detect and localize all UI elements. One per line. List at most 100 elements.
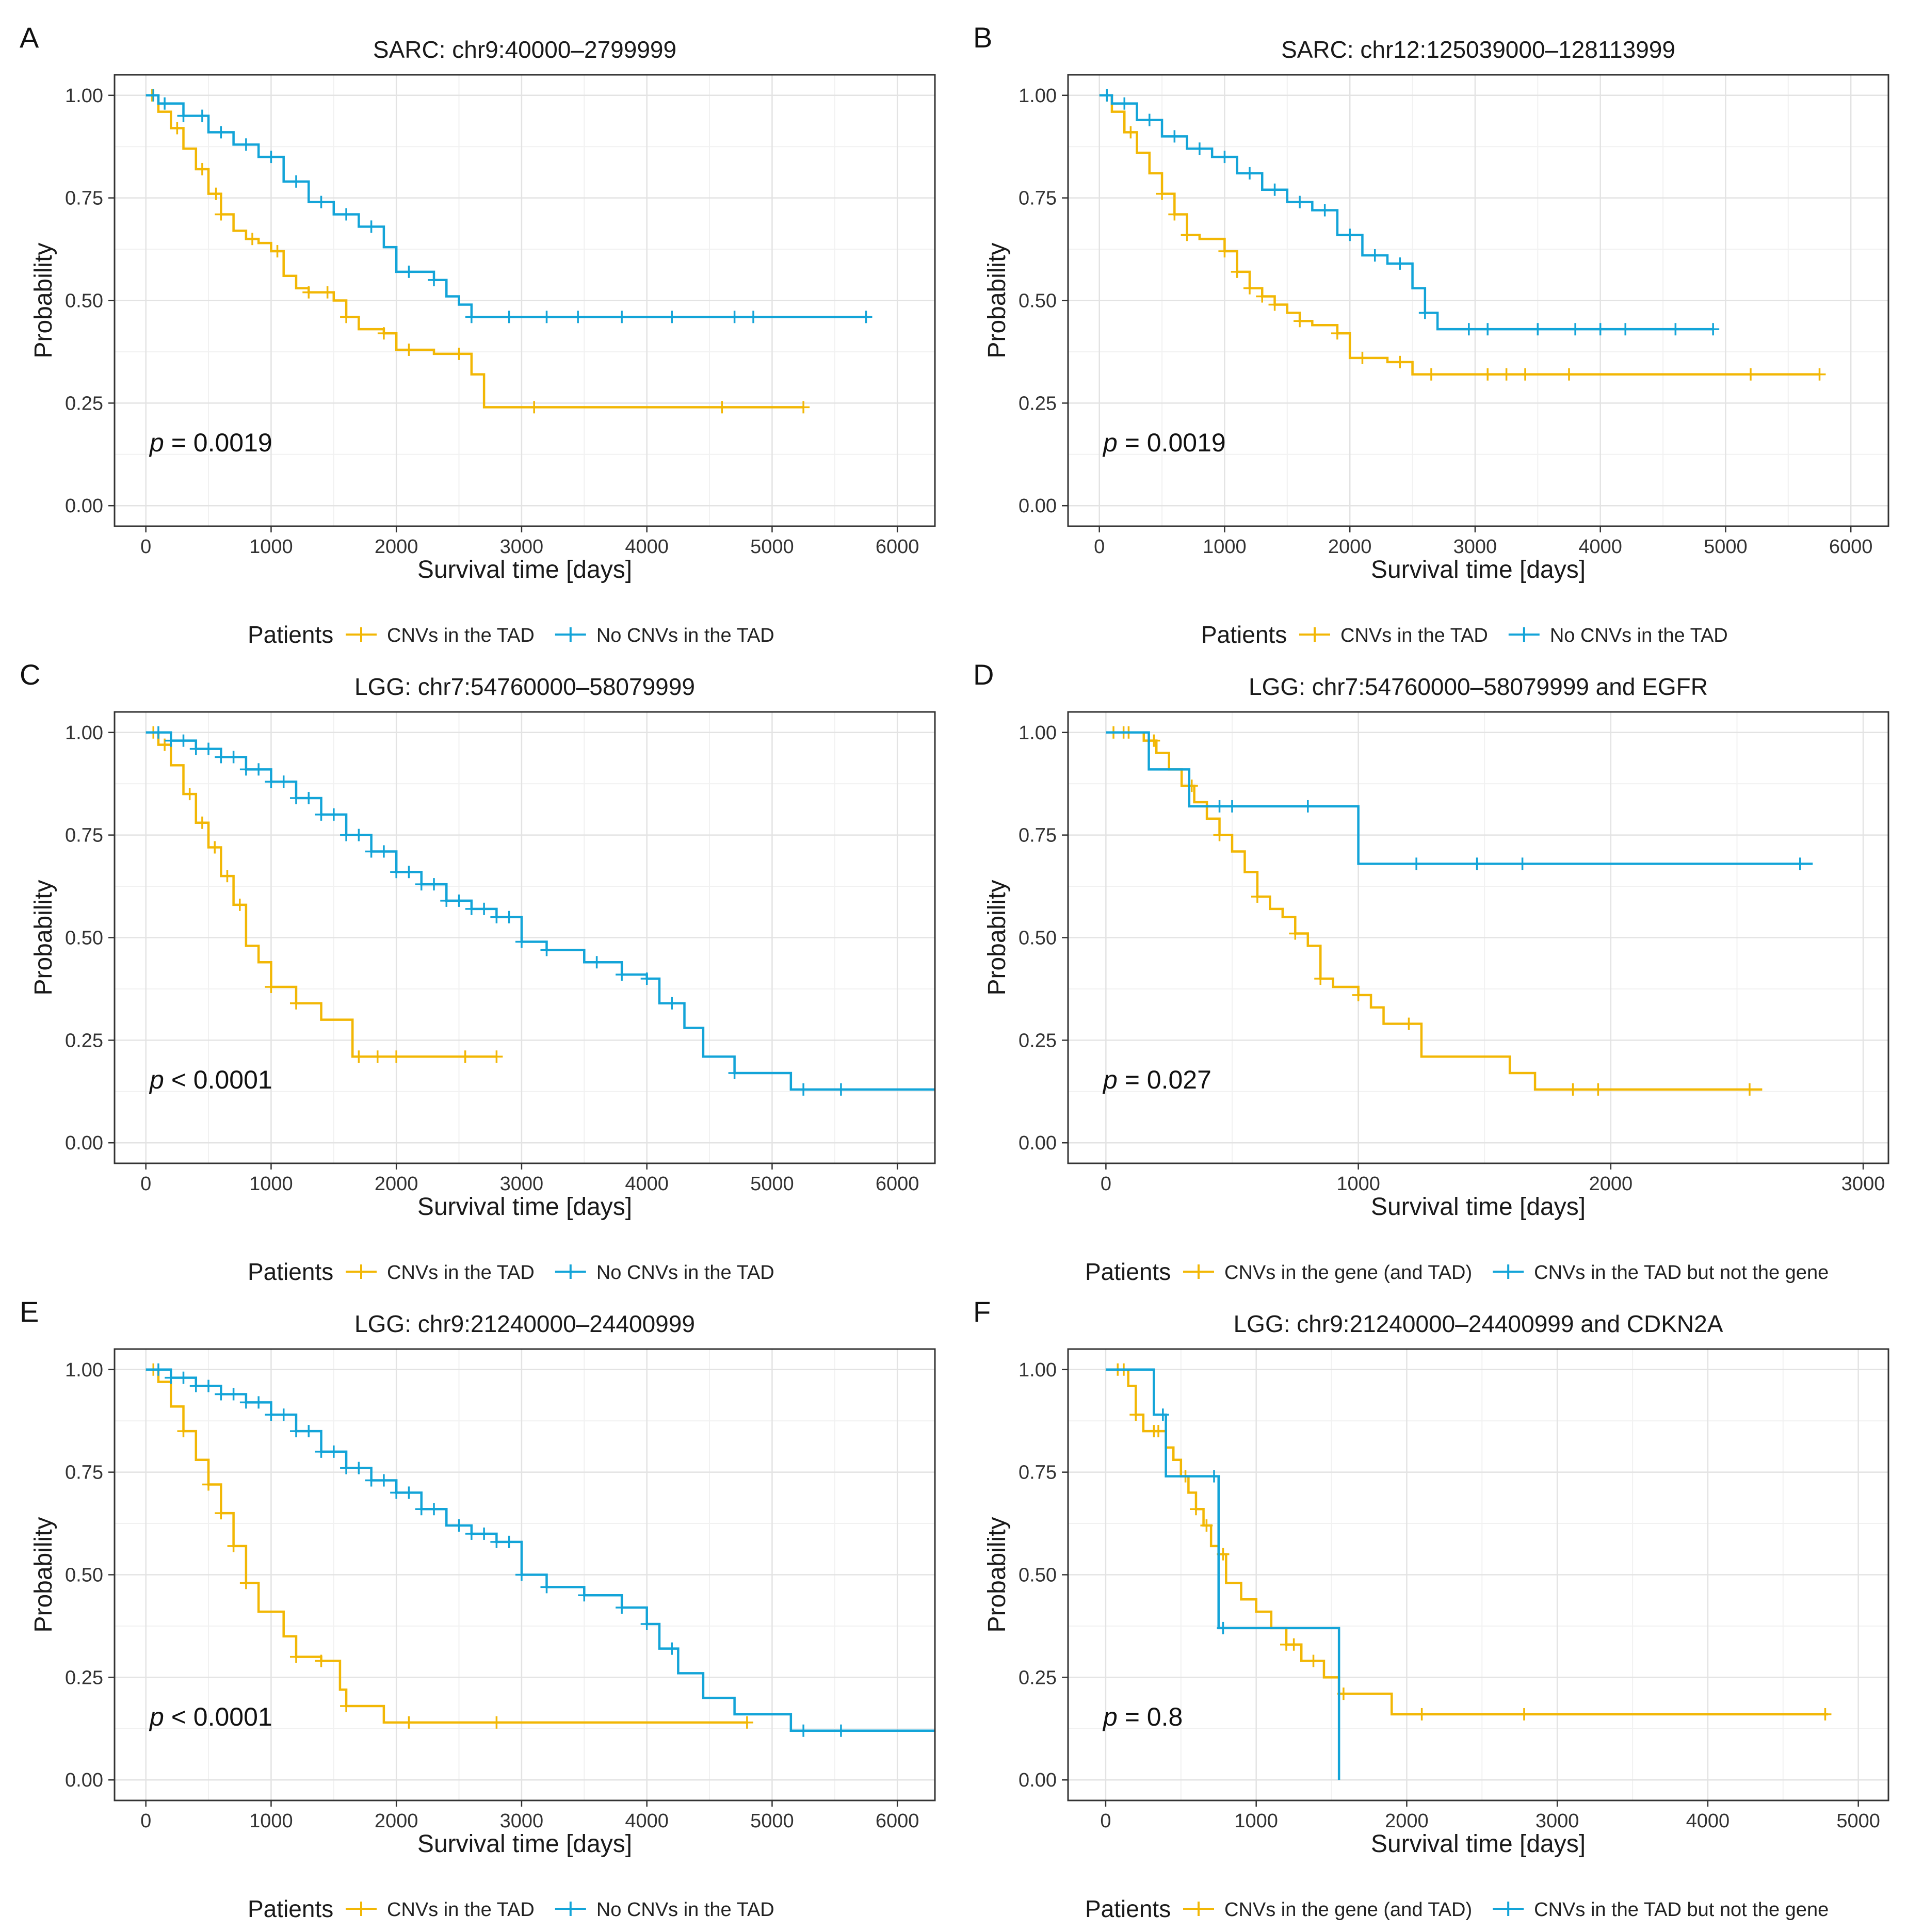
legend-item-label: CNVs in the TAD but not the gene — [1534, 1899, 1829, 1921]
x-axis-label: Survival time [days] — [1371, 1193, 1586, 1221]
censor-mark — [1368, 249, 1381, 262]
x-tick-label: 5000 — [750, 536, 794, 558]
y-tick-label: 1.00 — [65, 1359, 103, 1381]
legend-item-label: No CNVs in the TAD — [1550, 625, 1728, 646]
censor-mark — [209, 187, 222, 200]
y-tick-label: 1.00 — [1019, 1359, 1057, 1381]
censor-mark — [428, 1503, 441, 1516]
censor-mark — [666, 1642, 678, 1655]
censor-mark — [147, 89, 160, 102]
x-tick-label: 1000 — [249, 536, 293, 558]
censor-mark — [1243, 167, 1256, 180]
censor-mark — [227, 1388, 240, 1401]
plot-border — [1067, 1348, 1889, 1801]
x-tick-label: 5000 — [750, 1173, 794, 1195]
legend-key-group2 — [555, 627, 586, 642]
censor-mark — [158, 97, 171, 110]
censor-mark — [1294, 315, 1306, 328]
y-tick-label: 0.25 — [1019, 393, 1057, 414]
y-tick-label: 0.75 — [1019, 825, 1057, 847]
x-axis-label: Survival time [days] — [1371, 556, 1586, 583]
censor-mark — [666, 997, 678, 1010]
censor-mark — [540, 311, 553, 323]
censor-mark — [1118, 97, 1131, 110]
p-value-text: = 0.0019 — [1118, 428, 1226, 457]
chart-panel-e: E LGG: chr9:21240000–24400999 0 1000 2000 300… — [20, 1295, 936, 1922]
censor-mark — [252, 1396, 265, 1409]
censor-mark — [239, 138, 252, 151]
censor-mark — [1243, 282, 1256, 295]
censor-mark — [747, 311, 760, 323]
censor-mark — [352, 1050, 365, 1063]
censor-mark — [1331, 327, 1344, 340]
censor-mark — [302, 1425, 315, 1438]
censor-mark — [1256, 290, 1269, 303]
censor-mark — [221, 870, 234, 883]
censor-mark — [1200, 1519, 1213, 1532]
chart-title: SARC: chr12:125039000–128113999 — [1281, 36, 1675, 63]
x-axis-label: Survival time [days] — [417, 556, 632, 583]
p-value-text: = 0.8 — [1118, 1702, 1183, 1731]
censor-mark — [202, 1478, 215, 1491]
censor-mark — [1217, 1621, 1230, 1634]
censor-mark — [465, 311, 478, 323]
survival-curve-group1 — [1106, 731, 1763, 1091]
censor-mark — [1813, 368, 1826, 381]
survival-curve-group2 — [1106, 731, 1813, 865]
censor-mark — [158, 738, 171, 751]
censor-mark — [402, 1486, 415, 1499]
censor-mark — [1744, 368, 1757, 381]
censor-mark — [503, 911, 515, 923]
censor-mark — [402, 866, 415, 879]
plot-border — [114, 711, 936, 1164]
plot-border — [114, 1348, 936, 1801]
p-value-symbol: p — [149, 428, 164, 457]
plot-border — [1067, 711, 1889, 1164]
censor-mark — [1562, 368, 1575, 381]
x-tick-label: 1000 — [1234, 1810, 1278, 1832]
x-tick-label: 0 — [140, 1173, 151, 1195]
y-tick-label: 0.75 — [65, 825, 103, 847]
censor-mark — [528, 401, 541, 414]
x-tick-label: 6000 — [876, 1810, 919, 1832]
y-tick-label: 0.50 — [65, 290, 103, 312]
panel-letter: C — [20, 658, 40, 691]
x-tick-label: 2000 — [1328, 536, 1372, 558]
censor-mark — [1289, 927, 1302, 940]
chart-title: LGG: chr9:21240000–24400999 — [354, 1310, 695, 1337]
censor-mark — [246, 233, 259, 246]
censor-mark — [215, 1507, 228, 1520]
censor-mark — [165, 1371, 177, 1384]
censor-mark — [1519, 368, 1532, 381]
survival-curve-group1 — [146, 94, 804, 409]
censor-mark — [1152, 1425, 1165, 1438]
censor-mark — [196, 163, 208, 175]
censor-mark — [616, 311, 628, 323]
x-tick-label: 4000 — [625, 536, 669, 558]
censor-mark — [428, 878, 441, 891]
x-tick-label: 3000 — [500, 1810, 544, 1832]
censor-mark — [202, 1379, 215, 1392]
censor-mark — [215, 751, 228, 764]
censor-mark — [1101, 89, 1113, 102]
x-tick-label: 1000 — [249, 1173, 293, 1195]
chart-panel-d: D LGG: chr7:54760000–58079999 and EGFR 0 10… — [973, 658, 1889, 1285]
legend-key-group1 — [346, 1264, 377, 1279]
censor-mark — [289, 1425, 302, 1438]
chart-title: LGG: chr7:54760000–58079999 and EGFR — [1249, 673, 1708, 700]
censor-mark — [1394, 355, 1407, 368]
censor-mark — [515, 1568, 528, 1581]
legend-key-group2 — [555, 1902, 586, 1916]
censor-mark — [365, 845, 378, 858]
censor-mark — [797, 1724, 810, 1737]
panel-letter: B — [973, 21, 992, 54]
y-tick-label: 0.25 — [65, 393, 103, 414]
censor-mark — [315, 1654, 328, 1667]
plot-border — [1067, 74, 1889, 527]
x-axis-label: Survival time [days] — [417, 1193, 632, 1221]
censor-mark — [402, 343, 415, 356]
censor-mark — [377, 327, 390, 340]
legend-item-label: CNVs in the TAD — [1340, 625, 1488, 646]
y-tick-label: 0.25 — [65, 1030, 103, 1051]
